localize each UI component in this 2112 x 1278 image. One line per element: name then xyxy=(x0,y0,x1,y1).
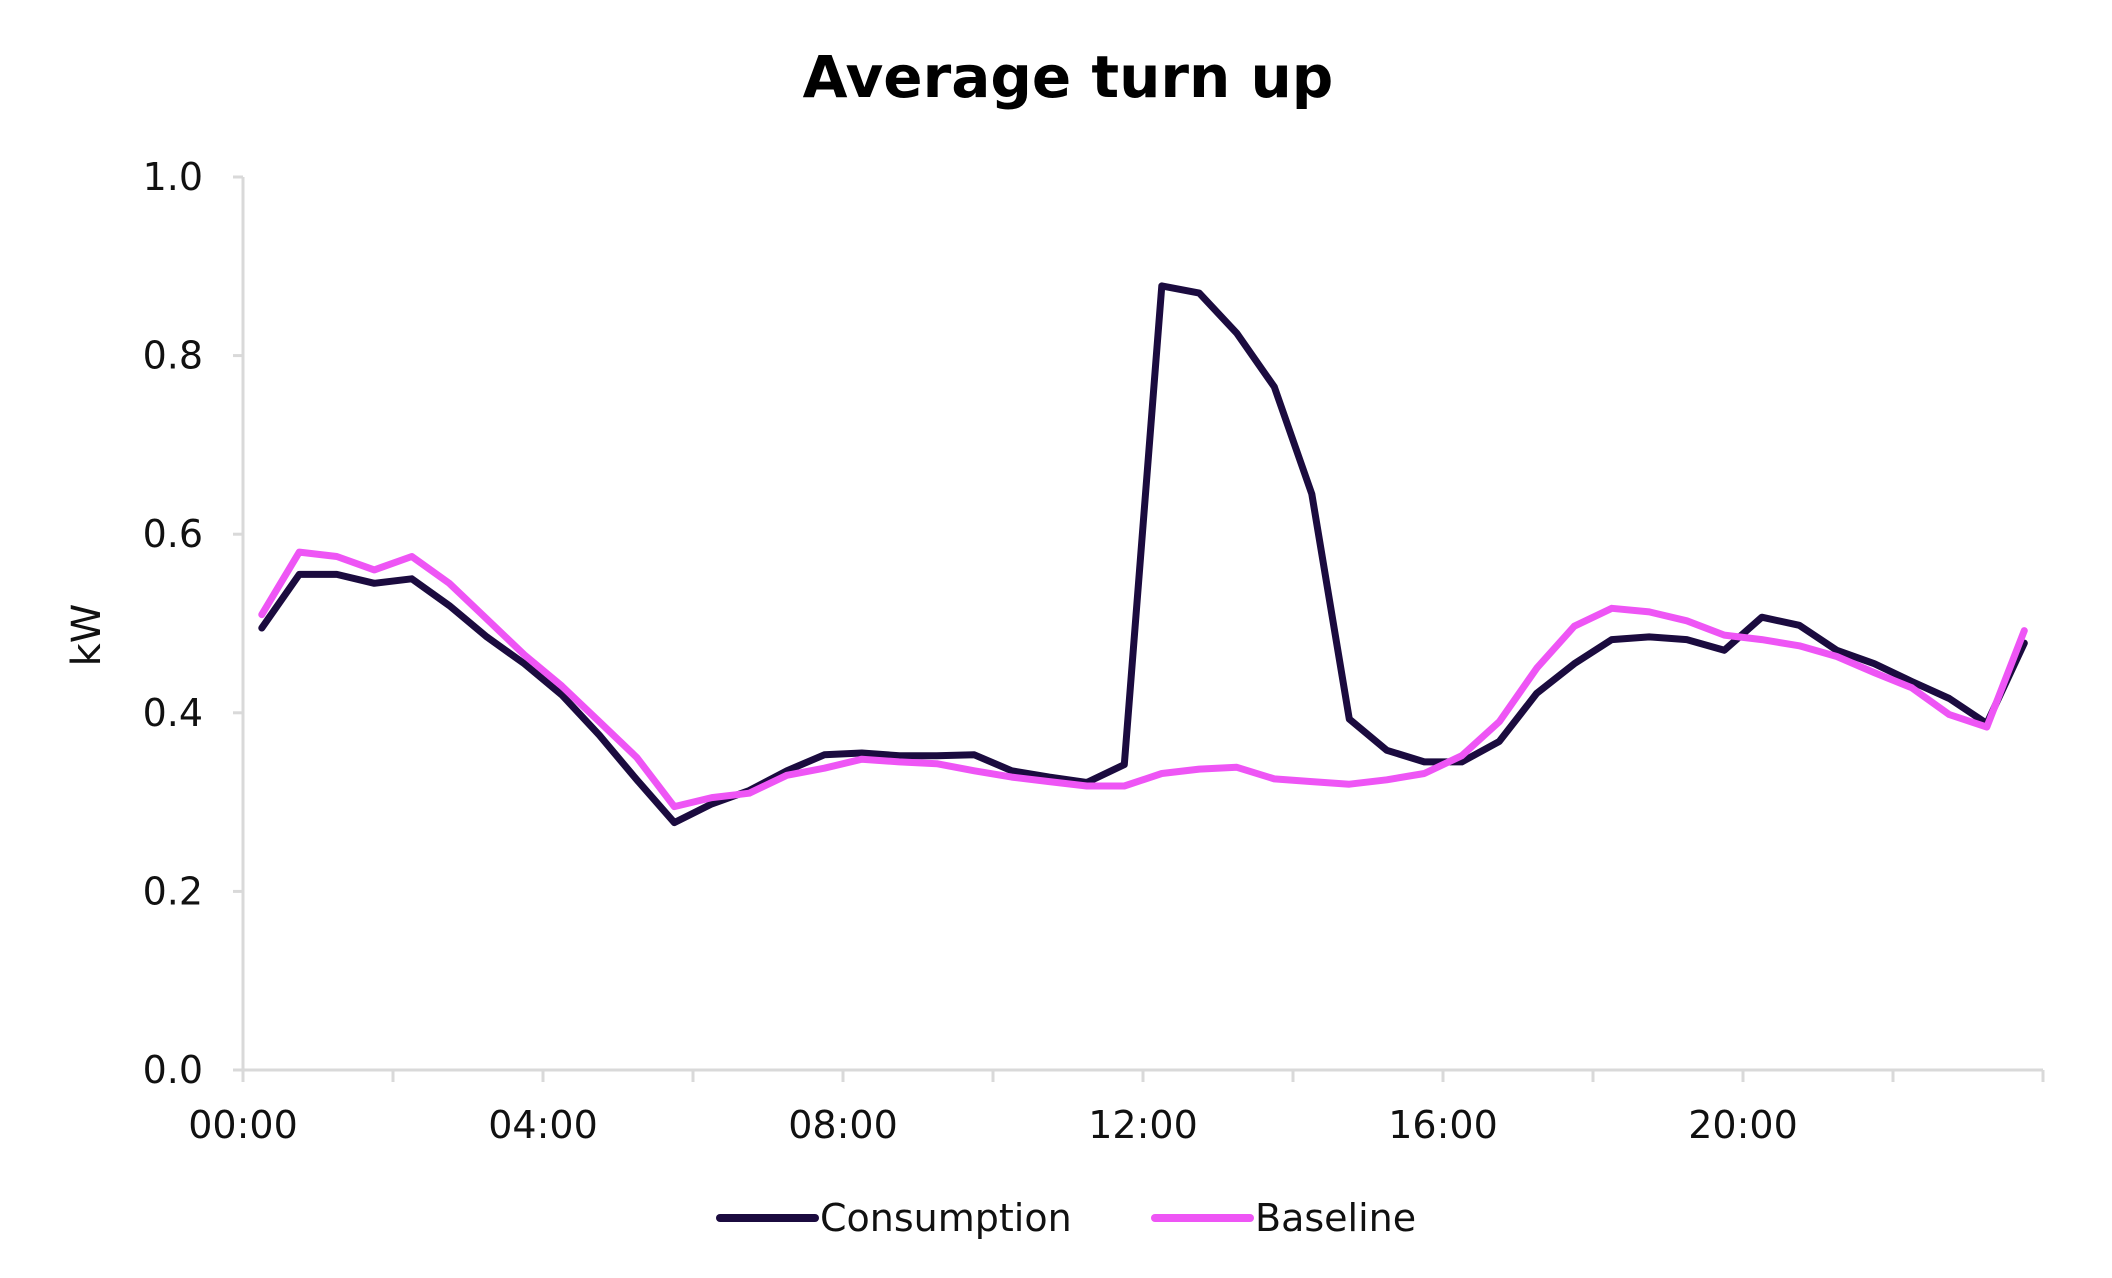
chart-title: Average turn up xyxy=(803,43,1334,111)
x-tick-label: 04:00 xyxy=(488,1103,598,1147)
axes: 0.0 0.2 0.4 0.6 0.8 1.0 00:00 04:00 08:00 12:00 16… xyxy=(143,155,2045,1147)
x-tick-label: 16:00 xyxy=(1388,1103,1498,1147)
x-tick-label: 12:00 xyxy=(1088,1103,1198,1147)
y-axis-title: kW xyxy=(64,604,110,667)
legend: Consumption Baseline xyxy=(716,1196,1416,1240)
y-tick-label: 0.4 xyxy=(143,691,203,735)
y-tick-label: 0.0 xyxy=(143,1048,203,1092)
y-tick-label: 0.2 xyxy=(143,869,203,913)
x-tick-label: 00:00 xyxy=(188,1103,298,1147)
y-tick-label: 1.0 xyxy=(143,155,203,199)
series-line-baseline xyxy=(258,548,2028,811)
series-line-consumption xyxy=(258,282,2028,827)
y-tick-label: 0.8 xyxy=(143,334,203,378)
y-tick-label: 0.6 xyxy=(143,512,203,556)
x-tick-label: 20:00 xyxy=(1688,1103,1798,1147)
series-group xyxy=(258,282,2028,827)
legend-label-baseline: Baseline xyxy=(1255,1196,1416,1240)
legend-label-consumption: Consumption xyxy=(820,1196,1072,1240)
x-tick-label: 08:00 xyxy=(788,1103,898,1147)
